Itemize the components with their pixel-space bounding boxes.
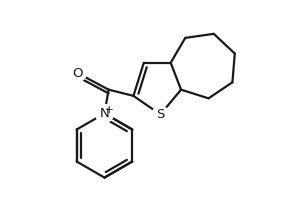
Text: O: O [72, 67, 83, 80]
Text: S: S [156, 108, 164, 121]
Text: N: N [100, 107, 110, 120]
Text: +: + [105, 105, 113, 115]
